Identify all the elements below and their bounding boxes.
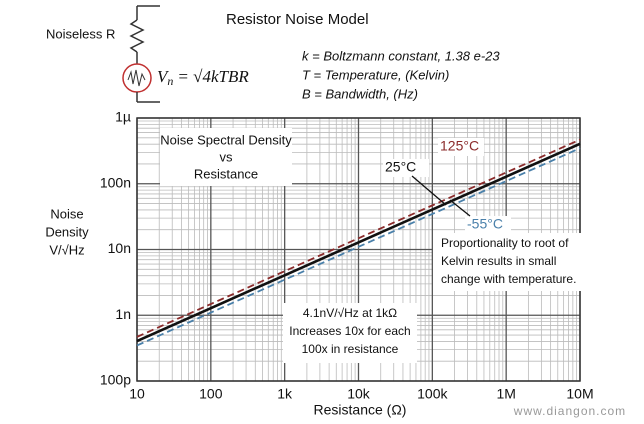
annotation: Proportionality to root of bbox=[441, 236, 569, 250]
series-line bbox=[136, 138, 581, 338]
series-label: -55°C bbox=[467, 216, 503, 232]
x-tick-label: 100k bbox=[417, 386, 448, 402]
annotation-box bbox=[433, 233, 593, 291]
component-label: Noiseless R bbox=[46, 26, 115, 41]
x-tick-label: 100 bbox=[199, 386, 223, 402]
y-tick-label: 10n bbox=[108, 240, 131, 256]
annotation: 4.1nV/√Hz at 1kΩ bbox=[303, 306, 397, 320]
definition: k = Boltzmann constant, 1.38 e-23 bbox=[302, 48, 500, 63]
annotation: Increases 10x for each bbox=[289, 324, 410, 338]
title-box bbox=[160, 128, 292, 186]
x-tick-label: 10 bbox=[129, 386, 145, 402]
plot-title: Noise Spectral Density bbox=[160, 132, 292, 147]
annotation: 100x in resistance bbox=[302, 342, 399, 356]
y-label: Density bbox=[45, 224, 89, 239]
y-tick-label: 100p bbox=[100, 372, 131, 388]
series-line bbox=[136, 142, 581, 343]
definition: B = Bandwidth, (Hz) bbox=[302, 86, 418, 101]
y-label: V/√Hz bbox=[49, 242, 84, 257]
series-label: 25°C bbox=[385, 159, 416, 175]
leader-line bbox=[449, 199, 471, 217]
definition: T = Temperature, (Kelvin) bbox=[302, 67, 449, 82]
schematic bbox=[122, 5, 160, 103]
x-tick-label: 10k bbox=[347, 386, 371, 402]
y-tick-label: 100n bbox=[100, 174, 131, 190]
series-line bbox=[136, 147, 581, 347]
annotation: Kelvin results in small bbox=[441, 254, 556, 268]
y-label: Noise bbox=[50, 206, 83, 221]
x-label: Resistance (Ω) bbox=[314, 402, 407, 418]
watermark: www.diangon.com bbox=[513, 404, 626, 418]
annotation: change with temperature. bbox=[441, 272, 576, 286]
x-tick-label: 10M bbox=[566, 386, 593, 402]
y-tick-label: 1n bbox=[115, 306, 131, 322]
x-tick-label: 1k bbox=[277, 386, 293, 402]
y-tick-label: 1µ bbox=[115, 109, 131, 125]
title: Resistor Noise Model bbox=[226, 11, 369, 28]
series-label: 125°C bbox=[440, 138, 479, 154]
label-bg bbox=[465, 216, 511, 234]
label-bg bbox=[438, 138, 484, 156]
annotation-box bbox=[283, 303, 417, 363]
plot-title: Resistance bbox=[194, 166, 258, 181]
plot-title: vs bbox=[220, 149, 234, 164]
x-tick-label: 1M bbox=[496, 386, 515, 402]
leader-line bbox=[411, 175, 447, 206]
formula: Vn = √4kTBR bbox=[157, 67, 249, 88]
label-bg bbox=[383, 159, 429, 177]
